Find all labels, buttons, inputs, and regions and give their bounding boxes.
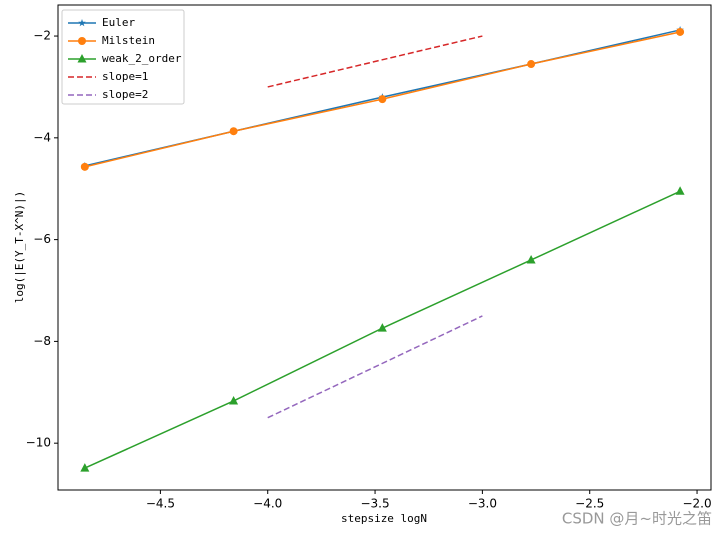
x-tick-label: −2.5 bbox=[575, 497, 604, 511]
marker bbox=[80, 162, 89, 171]
y-tick-label: −8 bbox=[33, 334, 51, 348]
marker bbox=[526, 254, 536, 264]
y-axis-label: log(|E(Y_T-X^N)|) bbox=[13, 191, 26, 304]
x-tick-label: −3.5 bbox=[360, 497, 389, 511]
watermark: CSDN @月~时光之笛 bbox=[562, 510, 712, 528]
y-tick-label: −4 bbox=[33, 130, 51, 144]
legend-marker bbox=[77, 54, 87, 63]
legend-label: slope=2 bbox=[102, 88, 148, 101]
legend-label: slope=1 bbox=[102, 70, 148, 83]
marker bbox=[80, 463, 90, 472]
marker bbox=[675, 186, 685, 195]
legend-label: weak_2_order bbox=[102, 52, 182, 65]
y-tick-label: −6 bbox=[33, 232, 51, 246]
x-tick-label: −3.0 bbox=[468, 497, 497, 511]
marker bbox=[527, 60, 536, 69]
marker bbox=[377, 323, 387, 332]
series-line bbox=[267, 315, 483, 419]
marker bbox=[378, 95, 387, 104]
x-tick-label: −4.5 bbox=[146, 497, 175, 511]
y-tick-label: −2 bbox=[33, 29, 51, 43]
series-line bbox=[267, 35, 483, 88]
legend-label: Milstein bbox=[102, 34, 155, 47]
legend-label: Euler bbox=[102, 16, 135, 29]
plot-frame bbox=[57, 4, 712, 491]
x-tick-label: −2.0 bbox=[682, 497, 711, 511]
marker bbox=[229, 127, 238, 136]
legend-marker bbox=[78, 19, 86, 27]
marker bbox=[229, 395, 239, 405]
legend-box bbox=[61, 9, 185, 105]
marker bbox=[676, 27, 685, 36]
y-tick-label: −10 bbox=[26, 436, 51, 450]
x-tick-label: −4.0 bbox=[253, 497, 282, 511]
legend-marker bbox=[78, 37, 86, 45]
x-axis-label: stepsize logN bbox=[341, 512, 427, 525]
